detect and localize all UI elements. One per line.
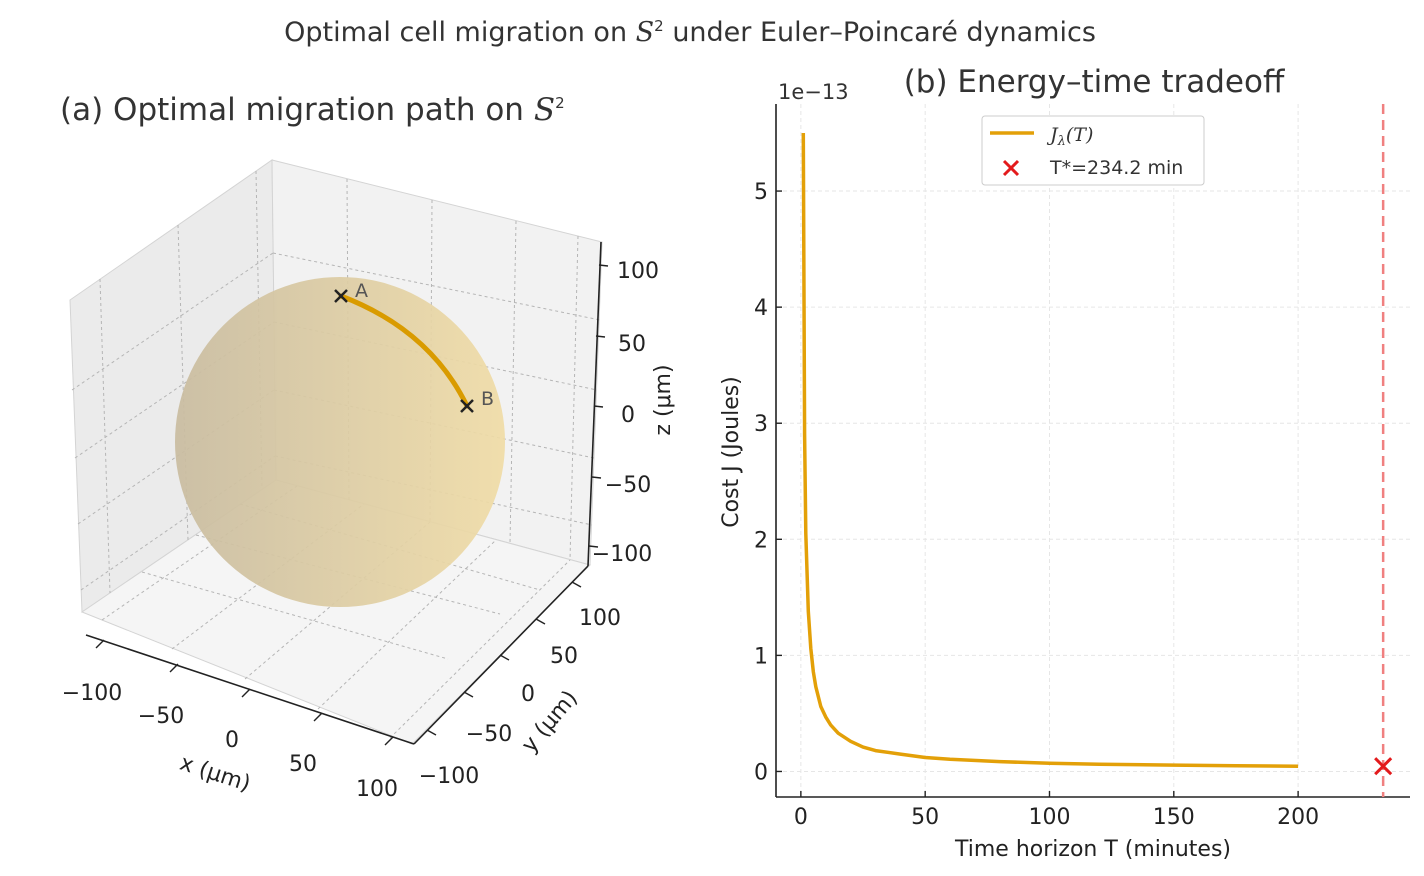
z-tick-label: 100 <box>617 259 659 284</box>
series-line-j-lambda <box>801 132 1299 768</box>
y-offset-label: 1e−13 <box>778 80 849 104</box>
x-tick-label: 100 <box>1028 805 1070 830</box>
point-a-marker <box>334 289 348 303</box>
panel-b-title: (b) Energy–time tradeoff <box>904 64 1285 100</box>
z-tick-label: 0 <box>621 403 635 428</box>
panel-a: (a) Optimal migration path on S2 <box>60 92 676 802</box>
point-a-label: A <box>355 280 368 302</box>
y-tick-label: 0 <box>521 682 535 707</box>
x-tick-label: 100 <box>356 777 398 802</box>
panel-b-x-axis-label: Time horizon T (minutes) <box>954 837 1231 862</box>
legend-box <box>981 115 1205 186</box>
z-tick-label: 50 <box>618 332 646 357</box>
z-ticks <box>588 264 609 548</box>
z-tick-label: −100 <box>592 542 652 567</box>
z-axis-label: z (μm) <box>651 364 676 435</box>
y-tick-label: 4 <box>754 296 768 321</box>
x-tick-label: −100 <box>62 681 122 706</box>
y-tick-label: 0 <box>754 760 768 785</box>
y-tick-label: −100 <box>419 764 479 789</box>
migration-path <box>338 293 470 409</box>
y-tick-label: 50 <box>550 644 578 669</box>
z-tick-label: −50 <box>605 473 651 498</box>
panel-b-y-axis-label: Cost J (Joules) <box>719 376 744 528</box>
y-tick-label: 5 <box>754 180 768 205</box>
x-tick-label: 50 <box>911 805 939 830</box>
y-tick-label: 3 <box>754 412 768 437</box>
legend-label-marker: T*=234.2 min <box>1049 157 1183 179</box>
y-tick-label: 2 <box>754 528 768 553</box>
sphere-surface <box>175 277 505 607</box>
x-tick-labels: −100 −50 0 50 100 <box>62 681 398 802</box>
panel-b-grid <box>776 104 1410 797</box>
point-b-label: B <box>481 388 494 410</box>
x-tick-label: 200 <box>1277 805 1319 830</box>
legend-marker-swatch <box>1002 159 1020 177</box>
x-ticks <box>95 639 394 746</box>
z-tick-labels: 100 50 0 −50 −100 <box>592 259 659 567</box>
y-tick-label: −50 <box>466 722 512 747</box>
panel-a-title: (a) Optimal migration path on S2 <box>60 92 565 128</box>
legend-label-series: Jλ(T) <box>1046 124 1093 149</box>
y-tick-label: 1 <box>754 644 768 669</box>
panel-b-y-ticks: 0 1 2 3 4 5 <box>754 180 782 785</box>
x-tick-label: −50 <box>138 704 184 729</box>
x-tick-label: 50 <box>289 752 317 777</box>
x-tick-label: 0 <box>225 728 239 753</box>
y-ticks <box>426 581 582 736</box>
x-axis-label: x (μm) <box>177 751 254 797</box>
figure-title: Optimal cell migration on S2 under Euler… <box>284 17 1096 48</box>
panel-b-x-ticks: 0 50 100 150 200 <box>794 791 1319 830</box>
y-tick-label: 100 <box>579 606 621 631</box>
point-b-marker <box>460 399 474 413</box>
z-axis-line <box>587 241 602 567</box>
x-tick-label: 0 <box>794 805 808 830</box>
optimal-marker-stroke <box>1374 757 1393 776</box>
optimal-t-marker <box>1374 757 1393 776</box>
x-tick-label: 150 <box>1153 805 1195 830</box>
legend: Jλ(T) T*=234.2 min <box>981 115 1205 186</box>
panel-b: (b) Energy–time tradeoff 1e−13 0 50 100 150… <box>719 64 1410 862</box>
y-tick-labels: −100 −50 0 50 100 <box>419 606 621 789</box>
